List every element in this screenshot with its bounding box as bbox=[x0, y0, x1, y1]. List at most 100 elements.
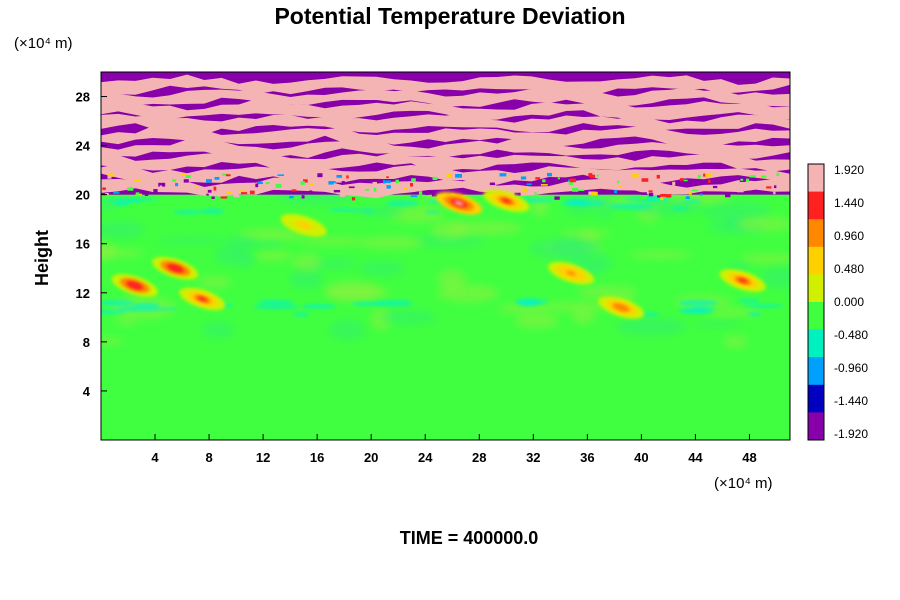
boundary-speckle bbox=[205, 192, 209, 195]
boundary-speckle bbox=[410, 195, 418, 198]
texture-blob bbox=[255, 249, 293, 262]
texture-blob bbox=[431, 221, 470, 240]
boundary-speckle bbox=[409, 189, 416, 192]
texture-blob bbox=[329, 320, 366, 341]
boundary-speckle bbox=[211, 196, 215, 199]
boundary-speckle bbox=[133, 179, 141, 182]
boundary-speckle bbox=[660, 196, 664, 201]
boundary-speckle bbox=[648, 192, 654, 197]
boundary-speckle bbox=[373, 187, 377, 192]
texture-blob bbox=[198, 276, 232, 289]
boundary-speckle bbox=[220, 196, 228, 199]
texture-streak bbox=[351, 301, 383, 307]
y-tick-label: 4 bbox=[83, 384, 91, 399]
boundary-speckle bbox=[206, 193, 209, 196]
x-tick-label: 4 bbox=[151, 450, 159, 465]
chart-title: Potential Temperature Deviation bbox=[274, 3, 626, 29]
boundary-speckle bbox=[385, 180, 391, 184]
colorbar-swatch bbox=[808, 302, 824, 310]
texture-streak bbox=[374, 299, 413, 307]
texture-blob bbox=[593, 207, 614, 218]
y-tick-label: 12 bbox=[76, 286, 90, 301]
boundary-speckle bbox=[222, 173, 229, 176]
colorbar-swatch bbox=[808, 164, 824, 172]
y-axis-ticks: 4 8 12 16 20 24 28 bbox=[76, 90, 107, 399]
colorbar-swatch bbox=[808, 371, 824, 379]
texture-streak bbox=[101, 299, 135, 307]
texture-blob bbox=[727, 262, 751, 272]
x-tick-label: 12 bbox=[256, 450, 270, 465]
texture-blob bbox=[559, 230, 611, 238]
boundary-speckle bbox=[172, 179, 177, 182]
texture-blob bbox=[116, 317, 137, 326]
x-tick-label: 40 bbox=[634, 450, 648, 465]
boundary-speckle bbox=[688, 191, 692, 195]
anomaly-contour bbox=[616, 305, 626, 310]
colorbar-swatch bbox=[808, 329, 824, 337]
warm-anomaly bbox=[179, 287, 226, 311]
warm-anomaly bbox=[111, 274, 158, 297]
colorbar-swatch bbox=[808, 246, 824, 255]
boundary-speckle bbox=[618, 185, 622, 188]
texture-blob bbox=[723, 335, 748, 348]
texture-streak bbox=[738, 298, 761, 303]
colorbar-swatch bbox=[808, 336, 824, 344]
boundary-speckle bbox=[293, 196, 299, 199]
texture-blob bbox=[701, 201, 771, 222]
boundary-speckle bbox=[411, 178, 416, 182]
boundary-speckle bbox=[105, 193, 109, 196]
boundary-speckle bbox=[395, 179, 400, 184]
boundary-speckle bbox=[745, 187, 752, 191]
texture-blob bbox=[292, 253, 321, 271]
boundary-speckle bbox=[569, 178, 576, 183]
boundary-speckle bbox=[554, 196, 560, 200]
colorbar-label: -0.480 bbox=[834, 328, 868, 342]
boundary-speckle bbox=[144, 194, 149, 196]
colorbar-swatch bbox=[808, 233, 824, 241]
x-tick-label: 24 bbox=[418, 450, 433, 465]
colorbar-swatch bbox=[808, 350, 824, 358]
texture-blob bbox=[540, 301, 610, 312]
colorbar-swatch bbox=[808, 170, 824, 179]
upper-layer-band bbox=[101, 113, 790, 135]
boundary-speckle bbox=[568, 181, 574, 186]
texture-blob bbox=[615, 317, 687, 336]
boundary-speckle bbox=[639, 195, 647, 200]
boundary-speckle bbox=[506, 176, 510, 178]
colorbar-swatch bbox=[808, 191, 824, 199]
texture-streak bbox=[425, 210, 440, 214]
boundary-speckle bbox=[432, 176, 438, 181]
y-tick-label: 16 bbox=[76, 237, 90, 252]
boundary-speckle bbox=[309, 183, 313, 186]
colorbar-label: -1.440 bbox=[834, 394, 868, 408]
boundary-speckle bbox=[402, 196, 406, 200]
colorbar-swatch bbox=[808, 398, 824, 406]
boundary-speckle bbox=[107, 175, 112, 179]
boundary-speckle bbox=[317, 173, 323, 178]
texture-streak bbox=[132, 302, 160, 308]
anomaly-contour bbox=[501, 198, 511, 204]
boundary-speckle bbox=[666, 193, 672, 198]
colorbar-frame bbox=[807, 163, 825, 441]
colorbar-swatch bbox=[808, 177, 824, 186]
boundary-speckle bbox=[617, 180, 620, 184]
boundary-speckle bbox=[348, 186, 355, 189]
boundary-speckle bbox=[346, 175, 349, 179]
boundary-speckle bbox=[641, 178, 649, 182]
texture-blob bbox=[571, 308, 595, 325]
boundary-speckle bbox=[656, 174, 660, 179]
boundary-speckle bbox=[737, 190, 744, 193]
upper-layer-band bbox=[101, 74, 790, 96]
colorbar-swatch bbox=[808, 198, 824, 206]
texture-blob bbox=[358, 261, 405, 277]
warm-anomaly bbox=[548, 261, 595, 285]
colorbar-swatch bbox=[808, 343, 824, 351]
texture-blob bbox=[740, 253, 790, 264]
boundary-speckle bbox=[238, 190, 246, 193]
boundary-speckle bbox=[773, 191, 776, 195]
texture-streak bbox=[104, 199, 144, 204]
colorbar-swatch bbox=[808, 433, 824, 441]
boundary-speckle bbox=[746, 178, 750, 182]
boundary-speckle bbox=[529, 176, 537, 180]
texture-blob bbox=[237, 228, 307, 241]
